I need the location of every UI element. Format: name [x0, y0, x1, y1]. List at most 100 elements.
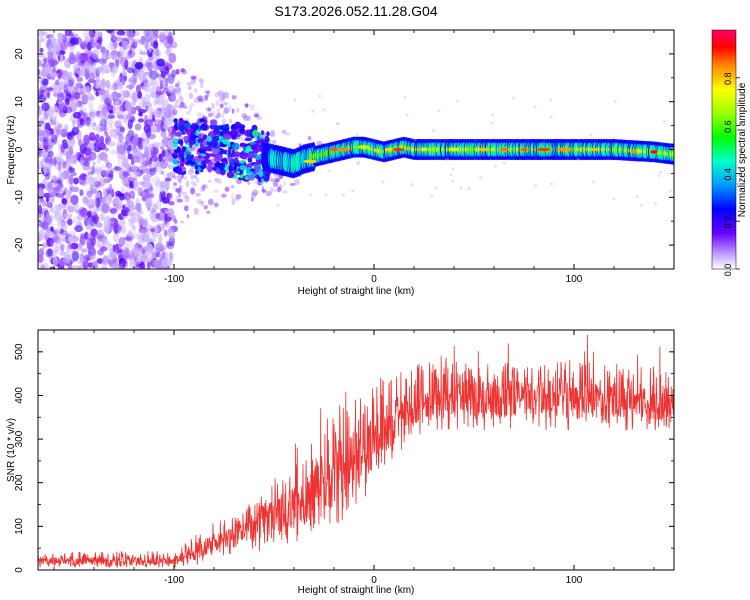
- noise-blob: [83, 116, 89, 126]
- noise-blob: [172, 215, 176, 222]
- noise-blob: [41, 91, 45, 101]
- noise-blob: [141, 180, 151, 190]
- noise-blob: [167, 70, 175, 81]
- noise-blob: [241, 113, 247, 119]
- noise-blob: [166, 193, 172, 201]
- noise-blob: [84, 174, 94, 184]
- noise-blob: [274, 176, 278, 183]
- noise-blob: [219, 95, 225, 103]
- noise-blob: [294, 178, 301, 186]
- noise-blob: [104, 123, 108, 135]
- noise-blob: [148, 47, 152, 53]
- noise-blob: [138, 142, 144, 150]
- noise-blob: [112, 82, 118, 91]
- colorbar-tick-label: 0.6: [723, 120, 733, 133]
- signal-blob: [222, 133, 229, 140]
- noise-blob: [68, 236, 75, 244]
- noise-blob: [78, 265, 82, 269]
- noise-blob: [160, 130, 167, 138]
- spectrogram-blobs: [38, 30, 674, 269]
- noise-blob: [139, 255, 149, 263]
- noise-blob: [549, 98, 553, 102]
- noise-blob: [55, 245, 61, 252]
- signal-blob: [176, 146, 182, 153]
- noise-blob: [71, 200, 78, 206]
- noise-blob: [65, 189, 72, 199]
- noise-blob: [131, 145, 139, 153]
- noise-blob: [121, 258, 129, 269]
- noise-blob: [100, 266, 108, 269]
- noise-blob: [105, 187, 115, 193]
- noise-blob: [145, 105, 149, 112]
- noise-blob: [160, 80, 163, 90]
- noise-blob: [355, 133, 359, 137]
- noise-blob: [112, 232, 119, 243]
- noise-blob: [265, 190, 272, 197]
- noise-blob: [151, 111, 155, 121]
- noise-blob: [61, 171, 69, 180]
- noise-blob: [98, 88, 106, 96]
- noise-blob: [52, 187, 61, 192]
- noise-blob: [143, 256, 148, 268]
- noise-blob: [52, 209, 56, 214]
- noise-blob: [83, 134, 90, 146]
- noise-blob: [159, 191, 163, 203]
- noise-blob: [98, 112, 104, 120]
- noise-blob: [269, 132, 276, 138]
- noise-blob: [229, 119, 233, 124]
- noise-blob: [138, 217, 145, 225]
- carrier-hot-spot: [479, 147, 489, 152]
- noise-blob: [133, 38, 138, 45]
- noise-blob: [134, 249, 139, 259]
- noise-blob: [59, 54, 64, 64]
- noise-blob: [176, 175, 183, 179]
- noise-blob: [82, 157, 91, 162]
- signal-blob: [247, 152, 254, 159]
- noise-blob: [39, 117, 47, 127]
- noise-blob: [413, 138, 417, 142]
- noise-blob: [49, 239, 55, 247]
- signal-blob: [220, 168, 226, 176]
- signal-blob: [212, 124, 220, 130]
- noise-blob: [270, 176, 273, 183]
- noise-blob: [221, 112, 225, 119]
- noise-blob: [60, 39, 69, 51]
- noise-blob: [91, 214, 100, 224]
- noise-blob: [158, 77, 163, 84]
- noise-blob: [145, 127, 152, 138]
- noise-blob: [84, 68, 91, 79]
- signal-blob: [213, 130, 218, 136]
- noise-blob: [179, 101, 185, 109]
- noise-blob: [104, 147, 109, 152]
- noise-blob: [188, 169, 194, 176]
- noise-blob: [142, 189, 151, 194]
- noise-blob: [190, 187, 196, 195]
- noise-blob: [100, 246, 108, 252]
- spectrogram-ytick-label: -20: [14, 237, 25, 252]
- noise-blob: [107, 141, 116, 147]
- noise-blob: [130, 37, 135, 49]
- noise-blob: [131, 195, 135, 201]
- noise-blob: [155, 108, 160, 120]
- noise-blob: [166, 34, 174, 45]
- noise-blob: [77, 260, 84, 265]
- noise-blob: [91, 49, 100, 60]
- noise-blob: [91, 125, 98, 131]
- noise-blob: [210, 110, 216, 117]
- noise-blob: [177, 198, 183, 203]
- spectrogram-ytick-label: 20: [14, 48, 25, 60]
- noise-blob: [90, 53, 98, 62]
- noise-blob: [106, 85, 116, 91]
- noise-blob: [207, 112, 213, 118]
- signal-blob: [240, 153, 248, 160]
- noise-blob: [214, 189, 219, 194]
- noise-blob: [55, 177, 63, 188]
- noise-blob: [85, 233, 95, 240]
- noise-blob: [91, 55, 95, 66]
- noise-blob: [57, 161, 62, 172]
- noise-blob: [64, 98, 70, 106]
- noise-blob: [183, 105, 188, 110]
- signal-blob: [263, 176, 270, 182]
- noise-blob: [141, 100, 146, 108]
